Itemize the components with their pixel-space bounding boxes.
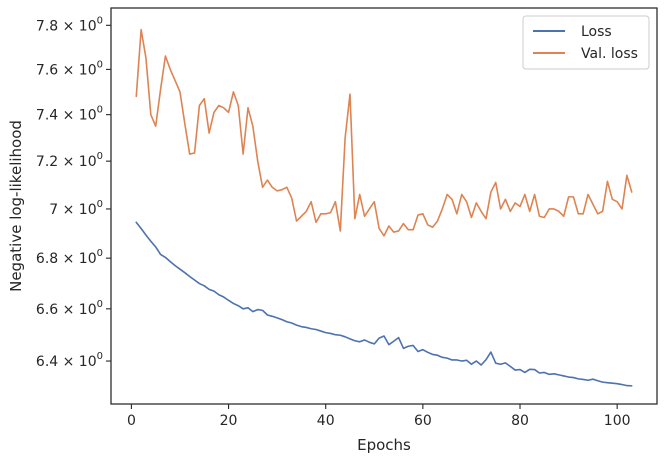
- x-tick-label: 0: [127, 413, 136, 429]
- y-tick-label: 7.8 × 100: [36, 15, 103, 34]
- legend-label-val-loss: Val. loss: [581, 46, 638, 62]
- series-line-val-loss: [135, 28, 633, 237]
- series-line-loss: [135, 221, 633, 387]
- y-tick-label: 6.4 × 100: [36, 351, 103, 370]
- legend-label-loss: Loss: [581, 24, 612, 40]
- x-tick-label: 20: [220, 413, 238, 429]
- y-axis-label: Negative log-likelihood: [7, 120, 25, 292]
- x-tick-label: 40: [317, 413, 335, 429]
- legend-box: [522, 15, 650, 70]
- y-tick-label: 6.6 × 100: [36, 299, 103, 318]
- x-tick-label: 60: [414, 413, 432, 429]
- series-group: [135, 28, 633, 387]
- y-axis-ticks: 6.4 × 100 6.6 × 100 6.8 × 100 7 × 100 7.2 × …: [36, 15, 111, 370]
- legend: Loss Val. loss: [522, 15, 650, 70]
- y-tick-label: 7.2 × 100: [36, 151, 103, 170]
- x-tick-label: 80: [511, 413, 529, 429]
- y-tick-label: 7 × 100: [49, 199, 103, 218]
- x-axis-label: Epochs: [357, 436, 411, 454]
- x-tick-label: 100: [604, 413, 631, 429]
- y-tick-label: 7.4 × 100: [36, 105, 103, 124]
- x-axis-ticks: 0 20 40 60 80 100: [127, 404, 631, 429]
- plot-frame: [110, 7, 658, 405]
- y-tick-label: 6.8 × 100: [36, 248, 103, 267]
- y-tick-label: 7.6 × 100: [36, 59, 103, 78]
